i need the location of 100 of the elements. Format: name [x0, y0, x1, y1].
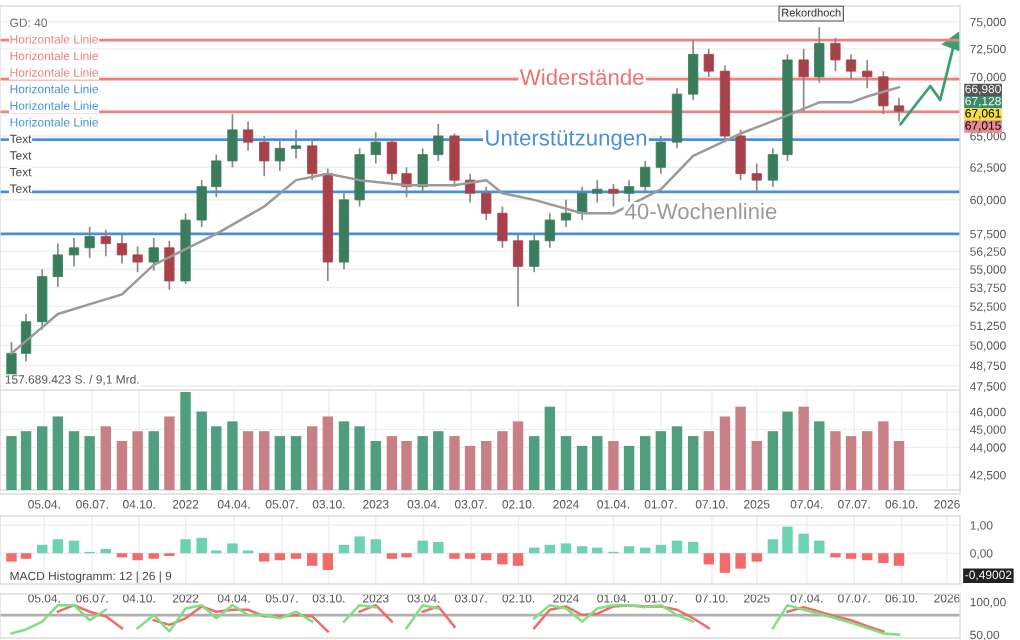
bar	[878, 553, 889, 564]
bar	[782, 411, 793, 490]
bar	[735, 406, 746, 490]
bar	[767, 539, 779, 554]
bar	[274, 436, 286, 490]
bar	[290, 553, 302, 559]
bar	[544, 544, 556, 554]
bar	[767, 431, 779, 490]
candlestick	[845, 53, 857, 80]
candlestick	[354, 147, 365, 208]
bar	[497, 553, 508, 565]
bar	[845, 553, 857, 559]
bar	[322, 416, 334, 490]
bar	[623, 445, 635, 490]
bar	[608, 440, 619, 490]
bar	[433, 542, 444, 554]
bar	[671, 426, 683, 490]
bar	[84, 436, 95, 490]
candlestick	[497, 205, 508, 249]
candlestick	[417, 147, 428, 195]
candlestick	[52, 242, 63, 288]
bar	[52, 416, 64, 490]
bar	[464, 445, 476, 490]
candlestick	[862, 59, 873, 90]
bar	[401, 440, 412, 490]
bar	[196, 411, 207, 490]
bar	[814, 421, 825, 490]
bar	[100, 426, 112, 490]
bar	[370, 539, 381, 554]
candlestick	[290, 129, 302, 160]
candlestick	[211, 153, 222, 199]
candlestick	[560, 199, 572, 228]
bar	[497, 431, 508, 490]
bar	[370, 440, 381, 490]
bar	[735, 553, 746, 569]
bar	[560, 436, 572, 490]
bar	[180, 539, 191, 554]
bar	[37, 544, 48, 554]
bar	[798, 406, 809, 490]
bar	[20, 431, 32, 490]
candlestick	[227, 113, 238, 169]
candlestick	[767, 147, 779, 188]
bar	[655, 544, 667, 554]
bar	[449, 436, 460, 490]
bar	[259, 553, 270, 562]
bar	[132, 553, 143, 561]
bar	[386, 436, 398, 490]
bar	[481, 553, 492, 561]
bar	[242, 431, 254, 490]
candlestick	[84, 226, 95, 259]
bar	[893, 440, 905, 490]
bar	[68, 540, 80, 554]
bar	[751, 440, 762, 490]
bar	[68, 431, 80, 490]
bar	[862, 431, 873, 490]
bar	[354, 536, 365, 554]
bar	[20, 553, 32, 559]
bar	[878, 421, 889, 490]
bar	[164, 416, 175, 490]
candlestick	[751, 162, 762, 193]
bar	[6, 553, 17, 562]
bar	[211, 426, 222, 490]
candlestick	[481, 185, 492, 221]
candlestick	[259, 135, 270, 178]
candlestick	[449, 132, 460, 188]
candlestick	[830, 37, 841, 73]
bar	[433, 431, 444, 490]
bar	[703, 431, 715, 490]
bar	[528, 436, 540, 490]
annotation: Widerstände	[519, 68, 644, 86]
bar	[417, 540, 428, 554]
bar	[354, 426, 365, 490]
candlestick	[512, 232, 524, 308]
bar	[560, 543, 572, 554]
candlestick	[814, 26, 825, 84]
bar	[576, 546, 588, 554]
candlestick	[798, 48, 809, 113]
bar	[338, 421, 350, 490]
series-label: 40-Wochenlinie	[625, 202, 777, 220]
bar	[862, 553, 873, 561]
bar	[751, 553, 762, 562]
bar	[576, 445, 588, 490]
candlestick	[735, 129, 746, 181]
candlestick	[592, 179, 603, 204]
bar	[719, 416, 731, 490]
bar	[893, 553, 905, 566]
candlestick	[116, 232, 128, 265]
candlestick	[433, 122, 444, 162]
bar	[6, 436, 17, 490]
bar	[417, 436, 428, 490]
bar	[845, 436, 857, 490]
bar	[830, 431, 841, 490]
candlestick	[688, 39, 699, 101]
bar	[290, 436, 302, 490]
bar	[512, 421, 524, 490]
bar	[687, 436, 699, 490]
candlestick	[893, 96, 905, 123]
bar	[259, 431, 270, 490]
bar	[449, 553, 460, 559]
bar	[671, 540, 683, 554]
